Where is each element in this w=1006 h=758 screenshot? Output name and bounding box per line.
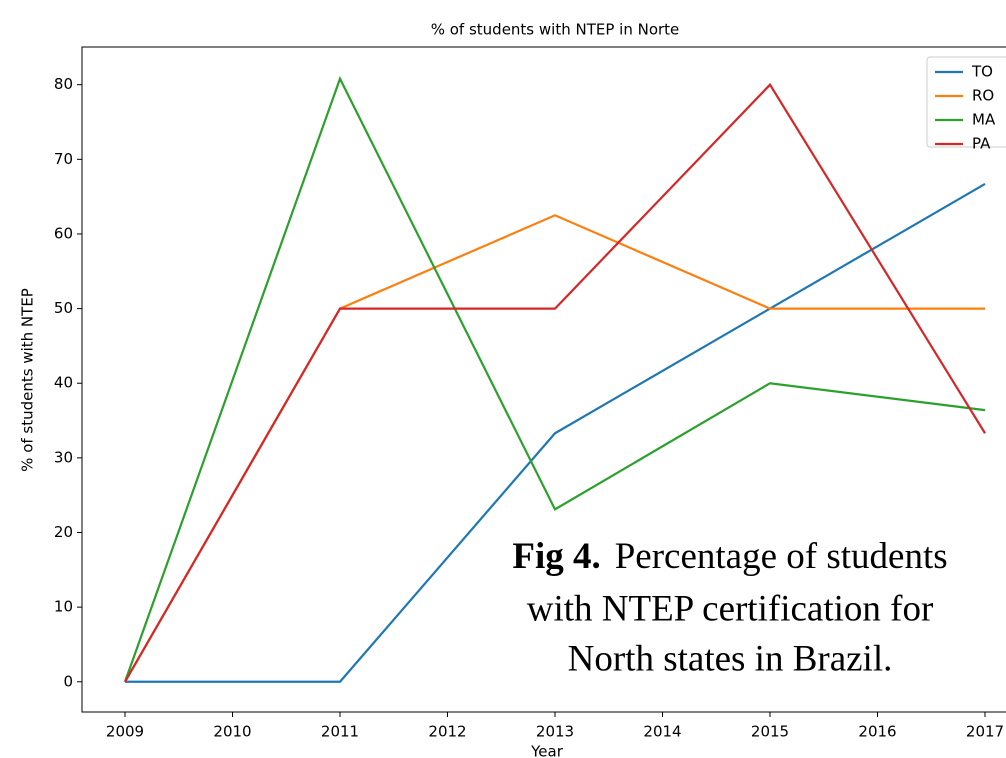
legend-label: RO xyxy=(972,87,994,105)
y-tick-label: 60 xyxy=(54,224,73,242)
legend-label: MA xyxy=(972,111,996,129)
x-tick-label: 2012 xyxy=(428,723,466,741)
annotation-line: with NTEP certification for xyxy=(527,588,934,629)
series-line xyxy=(124,82,986,683)
y-tick-label: 10 xyxy=(54,598,73,616)
x-tick-label: 2016 xyxy=(858,723,896,741)
x-tick-label: 2015 xyxy=(751,723,789,741)
x-tick-label: 2017 xyxy=(966,723,1004,741)
x-tick-label: 2009 xyxy=(106,723,144,741)
x-tick-label: 2010 xyxy=(213,723,251,741)
legend-label: PA xyxy=(972,135,991,153)
y-tick-label: 20 xyxy=(54,523,73,541)
y-tick-label: 50 xyxy=(54,299,73,317)
plot-frame xyxy=(81,46,1006,713)
x-tick-label: 2013 xyxy=(536,723,574,741)
x-axis-label: Year xyxy=(530,743,564,758)
series-line xyxy=(123,75,986,683)
x-tick-label: 2014 xyxy=(643,723,681,741)
legend-box xyxy=(926,56,1006,148)
y-tick-label: 30 xyxy=(54,448,73,466)
annotation-label: Fig 4. xyxy=(512,536,600,577)
annotation: Fig 4. Percentage of students xyxy=(512,536,947,577)
chart-title: % of students with NTEP in Norte xyxy=(431,21,680,39)
annotation-line: North states in Brazil. xyxy=(568,638,893,679)
y-tick-label: 0 xyxy=(63,672,73,690)
x-tick-label: 2011 xyxy=(321,723,359,741)
annotation-line: Percentage of students xyxy=(615,536,948,577)
y-tick-label: 70 xyxy=(54,150,73,168)
y-axis-label: % of students with NTEP xyxy=(19,288,37,472)
legend-label: TO xyxy=(971,63,993,81)
series-line xyxy=(125,183,986,683)
y-tick-label: 80 xyxy=(54,75,73,93)
y-tick-label: 40 xyxy=(54,374,73,392)
